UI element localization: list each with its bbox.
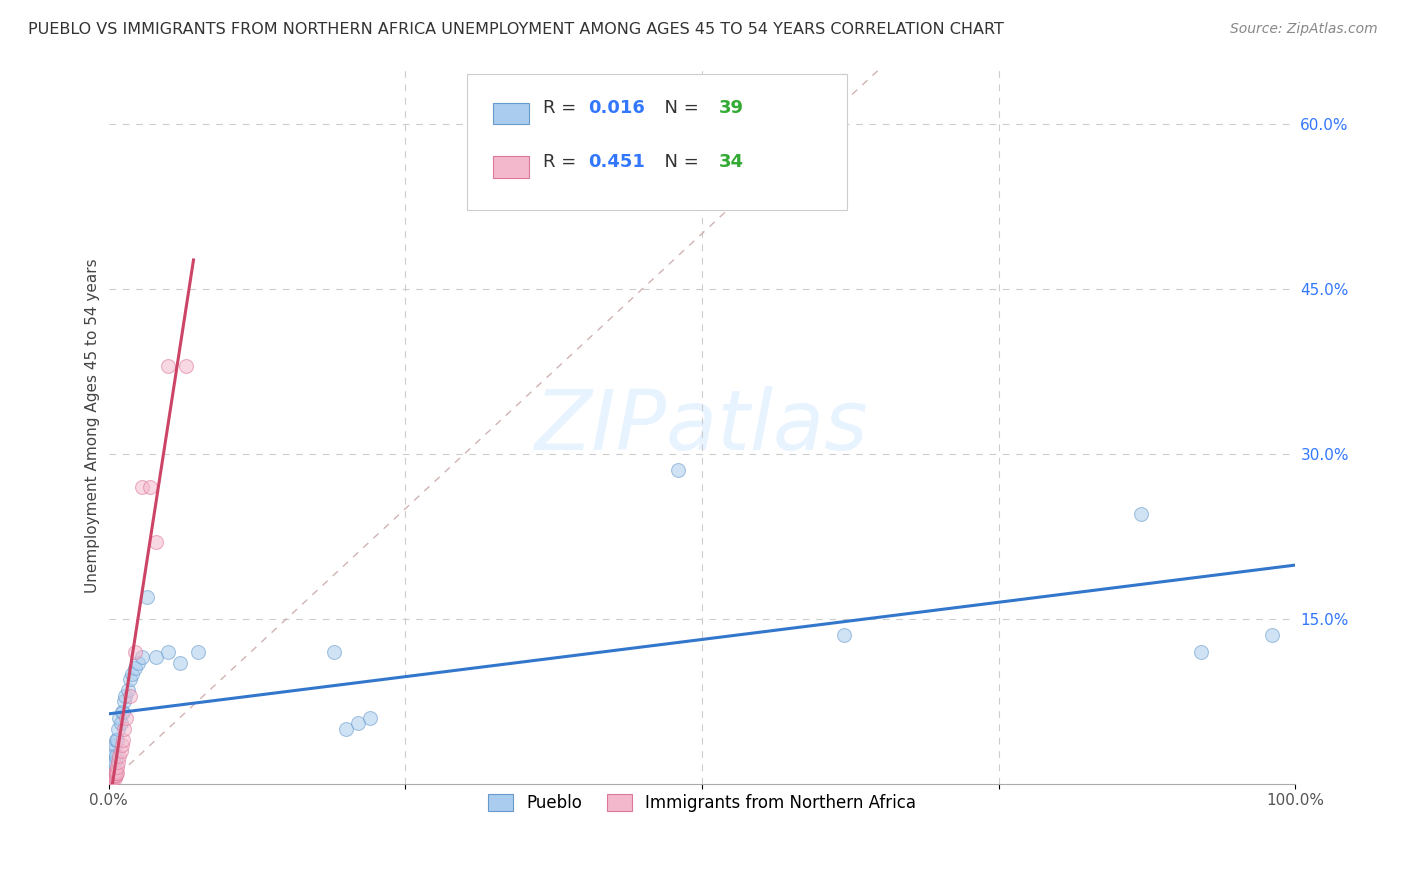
Point [118,672,141,686]
Text: ZIPatlas: ZIPatlas [536,385,869,467]
Point [98,772,121,787]
Point [1130,507,1153,521]
Text: R =: R = [543,99,582,117]
Point [323,645,346,659]
Point [105,765,128,780]
Point [103,769,125,783]
Point [111,705,134,719]
Point [103,738,125,752]
FancyBboxPatch shape [467,74,846,211]
Point [103,768,125,782]
Point [103,755,125,769]
Text: PUEBLO VS IMMIGRANTS FROM NORTHERN AFRICA UNEMPLOYMENT AMONG AGES 45 TO 54 YEARS: PUEBLO VS IMMIGRANTS FROM NORTHERN AFRIC… [28,22,1004,37]
Point [101,769,124,783]
Point [103,749,125,764]
Point [115,711,138,725]
Point [145,650,167,665]
Point [135,590,157,604]
Point [124,645,146,659]
Y-axis label: Unemployment Among Ages 45 to 54 years: Unemployment Among Ages 45 to 54 years [86,259,100,593]
Point [174,359,197,373]
Point [98,773,121,788]
Point [100,773,122,788]
Point [100,770,122,784]
Text: 0.016: 0.016 [588,99,645,117]
Legend: Pueblo, Immigrants from Northern Africa: Pueblo, Immigrants from Northern Africa [474,780,929,825]
Point [103,771,125,785]
Point [101,770,124,784]
Point [107,755,129,769]
Point [101,772,124,787]
FancyBboxPatch shape [494,156,529,178]
Point [156,645,179,659]
FancyBboxPatch shape [494,103,529,124]
Point [834,628,856,642]
Point [335,722,357,736]
Text: R =: R = [543,153,582,171]
Point [127,656,149,670]
Point [145,534,167,549]
Point [103,771,125,785]
Point [108,711,131,725]
Point [101,744,124,758]
Text: 39: 39 [718,99,744,117]
Point [104,732,127,747]
Point [114,689,136,703]
Point [156,359,179,373]
Point [101,755,124,769]
Point [100,755,122,769]
Point [108,749,131,764]
Point [103,765,125,780]
Point [100,771,122,785]
Point [1189,645,1212,659]
Text: 34: 34 [718,153,744,171]
Point [187,645,209,659]
Point [105,732,128,747]
Point [104,749,127,764]
Point [105,760,128,774]
Text: Source: ZipAtlas.com: Source: ZipAtlas.com [1230,22,1378,37]
Point [110,716,132,731]
Point [131,650,153,665]
Text: N =: N = [654,153,704,171]
Point [139,480,162,494]
Point [104,768,127,782]
Point [131,480,153,494]
Text: 0.451: 0.451 [588,153,645,171]
Point [98,765,121,780]
Point [103,769,125,783]
Point [104,764,127,778]
Point [98,771,121,785]
Point [169,656,191,670]
Point [100,765,122,780]
Point [347,716,370,731]
Point [111,738,134,752]
Point [117,683,139,698]
Point [1260,628,1282,642]
Point [110,744,132,758]
Point [111,732,134,747]
Point [359,711,381,725]
Point [666,463,689,477]
Point [112,722,135,736]
Point [104,765,127,780]
Point [98,771,121,785]
Point [112,694,135,708]
Point [107,722,129,736]
Point [124,661,146,675]
Point [111,705,134,719]
Point [118,689,141,703]
Text: N =: N = [654,99,704,117]
Point [121,666,143,681]
